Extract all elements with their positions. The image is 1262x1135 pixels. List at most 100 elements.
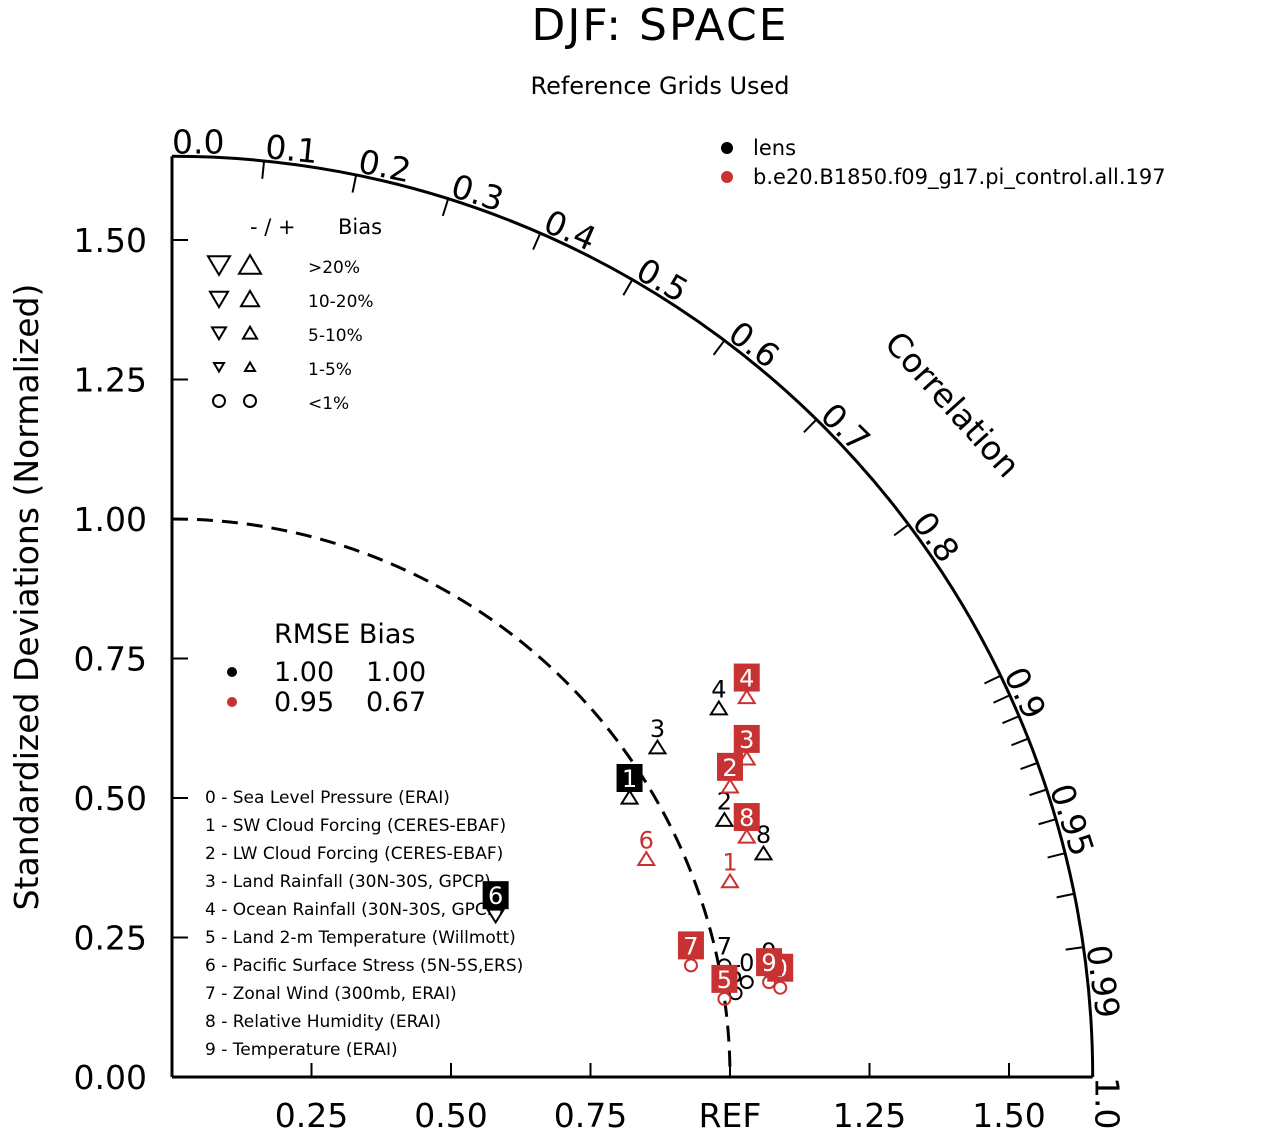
correlation-label: 0.2 — [355, 142, 414, 191]
variable-list-item: 1 - SW Cloud Forcing (CERES-EBAF) — [205, 816, 506, 836]
reference-arc — [171, 517, 732, 1078]
bias-key-down-triangle — [212, 362, 226, 374]
bias-key-label: 5-10% — [308, 326, 363, 346]
variable-list-item: 8 - Relative Humidity (ERAI) — [205, 1012, 441, 1032]
bias-marker-up-triangle — [709, 699, 729, 716]
bias-key-label: <1% — [308, 394, 349, 414]
point-label: 6 — [488, 882, 503, 910]
correlation-label: 0.5 — [630, 250, 695, 310]
correlation-tick — [532, 232, 542, 251]
variable-list-item: 7 - Zonal Wind (300mb, ERAI) — [205, 984, 457, 1004]
outer-arc — [171, 154, 1095, 1078]
correlation-tick — [1038, 818, 1057, 826]
x-tick-label: 1.25 — [833, 1096, 906, 1135]
x-tick-label: 0.75 — [554, 1096, 627, 1135]
rmse-value: 1.00 — [274, 657, 334, 688]
bias-key-up-triangle — [237, 253, 263, 275]
correlation-axis-label: Correlation — [877, 324, 1028, 485]
correlation-label: 0.4 — [538, 202, 602, 259]
variable-list-item: 4 - Ocean Rainfall (30N-30S, GPCP) — [205, 900, 504, 920]
bias-key-up-triangle — [239, 288, 261, 308]
correlation-tick — [261, 160, 266, 179]
bias-marker-up-triangle — [753, 844, 774, 861]
rmse-legend-dot — [227, 667, 237, 677]
point-label: 2 — [717, 787, 732, 815]
series-legend-label: lens — [753, 136, 796, 160]
y-tick-label: 0.00 — [74, 1058, 147, 1097]
correlation-tick — [351, 174, 358, 193]
correlation-tick — [712, 339, 726, 356]
series-legend-label: b.e20.B1850.f09_g17.pi_control.all.197 — [753, 165, 1166, 190]
bias-key-down-triangle — [206, 255, 232, 277]
correlation-label: 0.9 — [996, 661, 1054, 725]
correlation-tick — [1020, 761, 1038, 770]
bias-marker-up-triangle — [720, 777, 740, 794]
bias-key-label: >20% — [308, 258, 360, 278]
bias-marker-up-triangle — [736, 749, 757, 766]
correlation-tick — [893, 523, 910, 537]
point-label-box — [616, 764, 643, 792]
y-axis-label: Standardized Deviations (Normalized) — [7, 284, 46, 911]
variable-list-item: 0 - Sea Level Pressure (ERAI) — [205, 788, 450, 808]
point-label-box — [677, 931, 704, 960]
bias-value: 0.67 — [366, 687, 426, 718]
correlation-label: 0.6 — [721, 313, 786, 376]
correlation-label: 1.0 — [1088, 1077, 1127, 1129]
series-legend: lens b.e20.B1850.f09_g17.pi_control.all.1… — [721, 136, 1166, 190]
bias-key-circle-low — [212, 394, 226, 408]
bias-marker-down-triangle — [485, 908, 506, 925]
y-tick-label: 1.00 — [74, 500, 147, 539]
correlation-tick — [1056, 892, 1075, 899]
data-points: 01234567890123456789 — [482, 663, 794, 1006]
point-label-box — [733, 803, 760, 832]
correlation-label: 0.3 — [447, 166, 509, 219]
point-label-box — [482, 881, 509, 910]
point-label: 7 — [683, 932, 698, 960]
point-label: 8 — [739, 804, 754, 832]
correlation-tick — [622, 279, 634, 296]
rmse-value: 0.95 — [274, 687, 334, 718]
x-tick-label: 0.25 — [275, 1096, 348, 1135]
correlation-tick — [1065, 946, 1084, 951]
point-label: 0 — [739, 949, 754, 977]
bias-key-up-triangle — [241, 324, 259, 340]
correlation-tick — [983, 674, 1002, 685]
chart-title: DJF: SPACE — [531, 0, 788, 51]
y-tick-label: 0.75 — [74, 640, 147, 679]
correlation-tick — [1002, 715, 1020, 725]
point-label: 7 — [717, 932, 732, 960]
x-tick-label: 0.50 — [414, 1096, 487, 1135]
x-tick-label: REF — [699, 1096, 762, 1135]
point-label-box — [733, 724, 760, 753]
x-tick-label: 1.50 — [972, 1096, 1045, 1135]
correlation-tick — [1029, 788, 1047, 797]
bias-value: 1.00 — [366, 657, 426, 688]
y-tick-label: 0.50 — [74, 779, 147, 818]
bias-marker-up-triangle — [619, 788, 640, 805]
correlation-label: 0.7 — [813, 395, 878, 460]
series-legend-dot — [721, 171, 733, 183]
point-label: 3 — [650, 715, 665, 743]
bias-key-label: 10-20% — [308, 292, 374, 312]
bias-marker-up-triangle — [720, 872, 740, 889]
bias-key-down-triangle — [210, 326, 228, 342]
y-tick-label: 0.25 — [74, 919, 147, 958]
point-label-box — [711, 964, 738, 993]
point-label: 9 — [761, 949, 776, 977]
point-label: 6 — [639, 826, 654, 854]
point-label-box — [756, 948, 783, 977]
bias-key-label: 1-5% — [308, 360, 352, 380]
bias-marker-up-triangle — [636, 850, 657, 866]
point-label: 2 — [722, 754, 737, 782]
variable-list-item: 2 - LW Cloud Forcing (CERES-EBAF) — [205, 844, 503, 864]
correlation-tick — [1011, 737, 1029, 747]
point-label-box — [733, 663, 760, 692]
bias-key: - / + Bias >20% 10-20% 5-10% 1-5% <1% — [206, 215, 382, 414]
correlation-label: 0.1 — [264, 127, 320, 171]
point-label: 4 — [739, 665, 754, 693]
correlation-label: 0.8 — [905, 504, 968, 569]
variable-list-item: 5 - Land 2-m Temperature (Willmott) — [205, 928, 516, 948]
point-label-box — [717, 752, 743, 781]
